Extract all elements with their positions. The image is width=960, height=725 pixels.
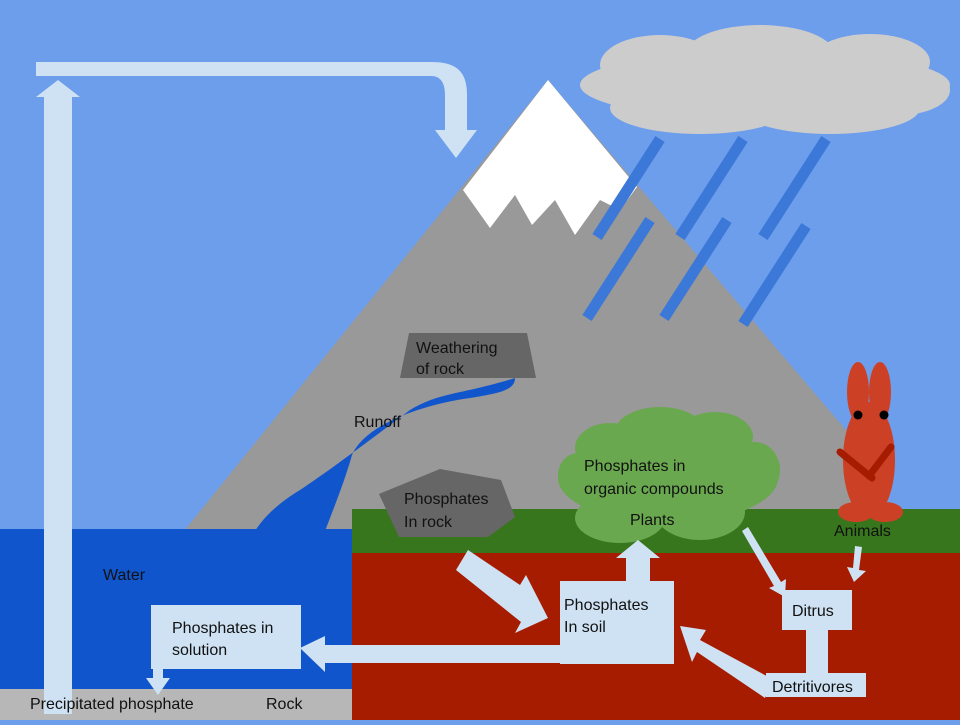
plants-to-ditrus-arrow <box>742 527 786 597</box>
organic-label-1: Phosphates in <box>584 458 685 475</box>
soil-label-1: Phosphates <box>564 597 649 614</box>
runoff-label: Runoff <box>354 414 401 431</box>
weathering-label-1: Weathering <box>416 340 498 357</box>
soil-box <box>560 581 674 664</box>
recycle-arrow-top <box>36 62 477 714</box>
solution-label-2: solution <box>172 642 227 659</box>
water-label: Water <box>103 567 146 584</box>
rock-label: Rock <box>266 696 303 713</box>
rabbit-animal-icon <box>836 362 903 522</box>
soil-label-2: In soil <box>564 619 606 636</box>
weathering-rock-shape <box>400 333 536 378</box>
animals-to-ditrus-arrow <box>847 546 866 582</box>
phosphates-rock-shape <box>379 469 515 537</box>
weathering-label-2: of rock <box>416 361 465 378</box>
runoff-stream <box>255 378 515 531</box>
ditrus-label: Ditrus <box>792 603 834 620</box>
snow-cap <box>463 80 637 235</box>
rain <box>582 136 831 327</box>
cloud <box>580 25 950 134</box>
detritivores-label: Detritivores <box>772 679 853 696</box>
animals-label: Animals <box>834 523 891 540</box>
ditrus-to-detritivores-link <box>806 628 828 678</box>
soil-to-plants-arrow <box>616 540 660 582</box>
plants-bush <box>558 407 780 543</box>
ditrus-box <box>782 590 852 630</box>
solution-box <box>151 605 301 669</box>
precipitated-label: Precipitated phosphate <box>30 696 194 713</box>
solution-label-1: Phosphates in <box>172 620 273 637</box>
phosphates-rock-label-1: Phosphates <box>404 491 489 508</box>
detritivores-to-soil-arrow <box>680 626 774 698</box>
phosphates-rock-label-2: In rock <box>404 514 453 531</box>
rock-to-soil-arrow <box>456 550 548 633</box>
plants-label: Plants <box>630 512 674 529</box>
organic-label-2: organic compounds <box>584 481 724 498</box>
solution-to-precipitate-arrow <box>146 662 170 695</box>
detritivores-box <box>766 673 866 697</box>
